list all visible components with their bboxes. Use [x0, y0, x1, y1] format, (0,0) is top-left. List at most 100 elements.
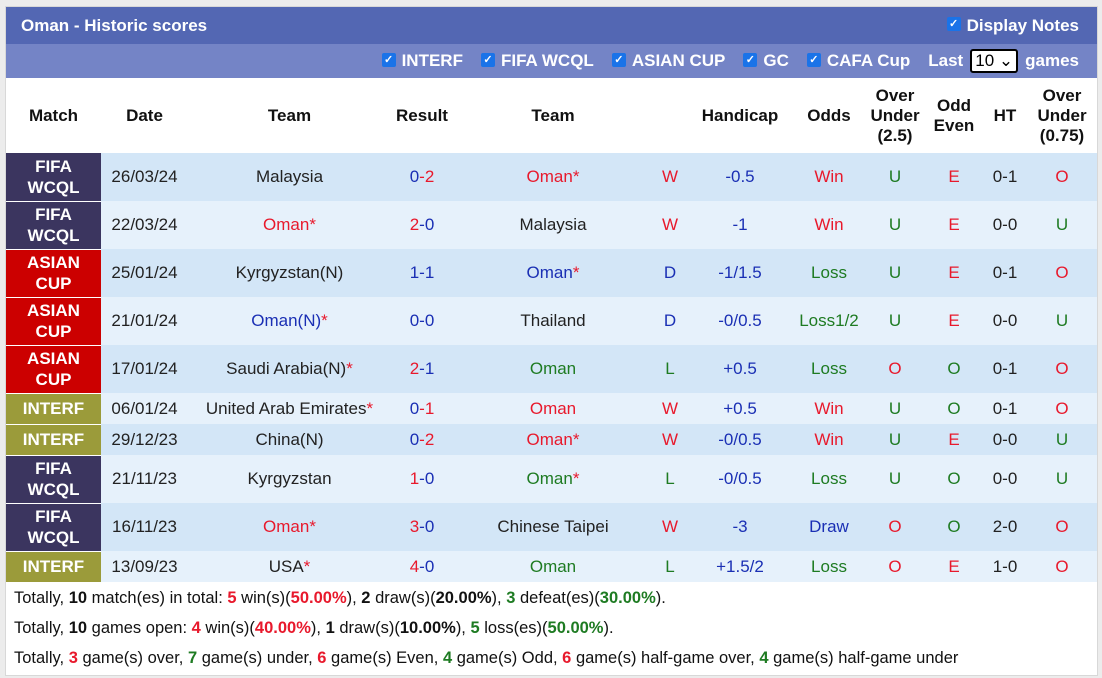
table-row[interactable]: ASIAN CUP 17/01/24 Saudi Arabia(N)* 2-1 Oman L…	[6, 345, 1097, 394]
filter-fifa-wcql[interactable]: ✓ FIFA WCQL	[467, 51, 594, 71]
away-team[interactable]: Oman*	[453, 249, 653, 297]
team-name[interactable]: Thailand	[520, 311, 586, 330]
team-name[interactable]: USA	[268, 556, 304, 576]
checkbox-icon[interactable]: ✓	[743, 52, 758, 67]
favorite-asterisk: *	[346, 359, 353, 378]
summary-text: draw(s)(	[370, 588, 436, 607]
team-name[interactable]: China(N)	[255, 429, 324, 449]
team-name[interactable]: Malaysia	[519, 215, 587, 234]
team-name[interactable]: Oman	[263, 215, 310, 234]
home-team[interactable]: Saudi Arabia(N)*	[188, 345, 391, 393]
display-notes-toggle[interactable]: ✓ Display Notes	[933, 16, 1079, 36]
result[interactable]: 2-1	[391, 345, 453, 393]
over-under-2-5: U	[888, 429, 902, 449]
competition-label[interactable]: FIFA WCQL	[6, 455, 101, 504]
team-name[interactable]: United Arab Emirates	[205, 398, 367, 418]
competition-label[interactable]: FIFA WCQL	[6, 503, 101, 552]
result-letter: W	[661, 517, 679, 536]
home-score: 1	[409, 263, 420, 282]
table-row[interactable]: ASIAN CUP 25/01/24 Kyrgyzstan(N) 1-1 Oman* D -1…	[6, 249, 1097, 298]
competition-label[interactable]: INTERF	[6, 551, 101, 583]
team-name[interactable]: Chinese Taipei	[497, 517, 609, 536]
team-name[interactable]: Kyrgyzstan(N)	[235, 263, 344, 282]
home-team[interactable]: USA*	[188, 551, 391, 582]
checkbox-icon[interactable]: ✓	[480, 52, 495, 67]
last-games-select[interactable]: 10 ⌄	[970, 49, 1019, 73]
away-team[interactable]: Oman*	[453, 153, 653, 201]
competition-label[interactable]: ASIAN CUP	[6, 249, 101, 298]
away-team[interactable]: Thailand	[453, 297, 653, 345]
team-name[interactable]: Oman(N)	[251, 311, 322, 330]
result[interactable]: 0-1	[391, 393, 453, 424]
odds-result: Loss1/2	[799, 311, 859, 330]
result[interactable]: 0-2	[391, 153, 453, 201]
filter-interf[interactable]: ✓ INTERF	[368, 51, 463, 71]
filter-gc[interactable]: ✓ GC	[729, 51, 789, 71]
result[interactable]: 2-0	[391, 201, 453, 249]
team-name[interactable]: Oman	[529, 556, 577, 576]
odds-result: Win	[814, 398, 844, 418]
away-team[interactable]: Oman	[453, 393, 653, 424]
summary-text: Totally,	[14, 588, 69, 607]
home-team[interactable]: China(N)	[188, 424, 391, 455]
away-team[interactable]: Oman	[453, 551, 653, 582]
team-name[interactable]: Oman	[529, 359, 577, 378]
summary-text: ).	[603, 618, 614, 637]
table-row[interactable]: FIFA WCQL 22/03/24 Oman* 2-0 Malaysia W -1 Win U E…	[6, 201, 1097, 250]
filter-asian-cup[interactable]: ✓ ASIAN CUP	[598, 51, 725, 71]
checkbox-icon[interactable]: ✓	[946, 17, 961, 32]
team-name[interactable]: Oman	[526, 167, 573, 186]
home-team[interactable]: Kyrgyzstan	[188, 455, 391, 503]
home-team[interactable]: Oman*	[188, 201, 391, 249]
team-name[interactable]: Oman	[529, 398, 577, 418]
team-name[interactable]: Saudi Arabia(N)	[226, 359, 347, 378]
table-row[interactable]: INTERF 06/01/24 United Arab Emirates* 0-1 Om…	[6, 393, 1097, 425]
team-name[interactable]: Oman	[526, 429, 573, 449]
over-under-2-5: U	[888, 398, 902, 418]
away-team[interactable]: Chinese Taipei	[453, 503, 653, 551]
table-row[interactable]: FIFA WCQL 16/11/23 Oman* 3-0 Chinese Taipei W -…	[6, 503, 1097, 552]
result[interactable]: 3-0	[391, 503, 453, 551]
competition-label[interactable]: FIFA WCQL	[6, 153, 101, 202]
team-name[interactable]: Oman	[263, 517, 310, 536]
column-header: Team	[531, 105, 575, 125]
competition-label[interactable]: FIFA WCQL	[6, 201, 101, 250]
checkbox-icon[interactable]: ✓	[611, 52, 626, 67]
table-row[interactable]: FIFA WCQL 21/11/23 Kyrgyzstan 1-0 Oman* L -0/0.…	[6, 455, 1097, 504]
competition-label[interactable]: INTERF	[6, 424, 101, 456]
away-team[interactable]: Oman*	[453, 455, 653, 503]
away-team[interactable]: Oman*	[453, 424, 653, 455]
home-team[interactable]: Oman(N)*	[188, 297, 391, 345]
competition-label[interactable]: ASIAN CUP	[6, 345, 101, 394]
team-name[interactable]: Oman	[526, 263, 573, 282]
result[interactable]: 4-0	[391, 551, 453, 582]
checkbox-icon[interactable]: ✓	[806, 52, 821, 67]
team-name[interactable]: Oman	[526, 469, 573, 488]
home-team[interactable]: United Arab Emirates*	[188, 393, 391, 424]
summary-text: 20.00%	[435, 588, 492, 607]
home-team[interactable]: Kyrgyzstan(N)	[188, 249, 391, 297]
away-team[interactable]: Malaysia	[453, 201, 653, 249]
result[interactable]: 0-2	[391, 424, 453, 455]
table-row[interactable]: ASIAN CUP 21/01/24 Oman(N)* 0-0 Thailand D -0/0…	[6, 297, 1097, 346]
team-name[interactable]: Malaysia	[255, 167, 324, 186]
home-team[interactable]: Malaysia	[188, 153, 391, 201]
checkbox-icon[interactable]: ✓	[381, 52, 396, 67]
result[interactable]: 1-0	[391, 455, 453, 503]
home-team[interactable]: Oman*	[188, 503, 391, 551]
filter-cafa-cup[interactable]: ✓ CAFA Cup	[793, 51, 910, 71]
competition-label[interactable]: INTERF	[6, 393, 101, 425]
result[interactable]: 1-1	[391, 249, 453, 297]
away-team[interactable]: Oman	[453, 345, 653, 393]
table-row[interactable]: INTERF 29/12/23 China(N) 0-2 Oman* W -0/0.5 Win…	[6, 424, 1097, 456]
column-header: Odd Even	[933, 95, 975, 135]
odd-even: O	[947, 517, 961, 536]
table-row[interactable]: INTERF 13/09/23 USA* 4-0 Oman L +1.5/2 Loss O E 1-…	[6, 551, 1097, 583]
result[interactable]: 0-0	[391, 297, 453, 345]
summary-text: 3	[506, 588, 516, 607]
table-row[interactable]: FIFA WCQL 26/03/24 Malaysia 0-2 Oman* W -0.5 Win…	[6, 153, 1097, 202]
over-under-2-5: U	[888, 311, 902, 330]
competition-label[interactable]: ASIAN CUP	[6, 297, 101, 346]
summary-text: match(es) in total:	[87, 588, 228, 607]
team-name[interactable]: Kyrgyzstan	[247, 469, 332, 488]
